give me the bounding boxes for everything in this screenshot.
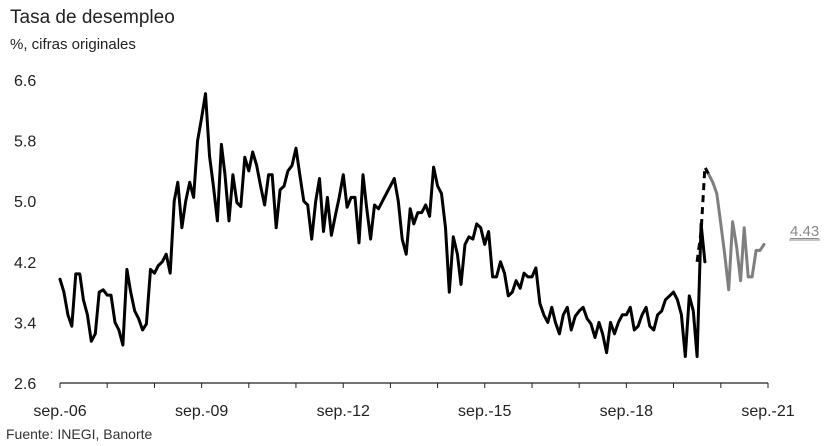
x-axis-labels: sep.-06 sep.-09 sep.-12 sep.-15 sep.-18 sep.-… — [33, 403, 794, 420]
series-lines — [58, 92, 766, 358]
y-tick-label: 2.6 — [14, 376, 36, 393]
source-note: Fuente: INEGI, Banorte — [6, 426, 153, 442]
x-axis — [59, 382, 769, 388]
y-tick-label: 6.6 — [14, 73, 36, 90]
last-value-label: 4.43 — [790, 223, 820, 240]
x-tick-label: sep.-18 — [600, 403, 653, 420]
y-tick-label: 5.8 — [14, 134, 36, 151]
y-tick-label: 3.4 — [14, 315, 36, 332]
y-axis-labels: 2.6 3.4 4.2 5.0 5.8 6.6 — [14, 73, 36, 393]
series-line-observed — [58, 92, 707, 358]
x-tick-label: sep.-09 — [175, 403, 228, 420]
x-tick-label: sep.-21 — [741, 403, 794, 420]
chart-title: Tasa de desempleo — [10, 7, 175, 28]
series-line-dashed — [695, 165, 711, 262]
chart-subtitle: %, cifras originales — [10, 36, 136, 53]
y-tick-label: 5.0 — [14, 194, 36, 211]
x-tick-label: sep.-12 — [317, 403, 370, 420]
y-tick-label: 4.2 — [14, 255, 36, 272]
x-tick-label: sep.-15 — [458, 403, 511, 420]
series-line-recent — [707, 173, 766, 292]
x-tick-label: sep.-06 — [33, 403, 86, 420]
